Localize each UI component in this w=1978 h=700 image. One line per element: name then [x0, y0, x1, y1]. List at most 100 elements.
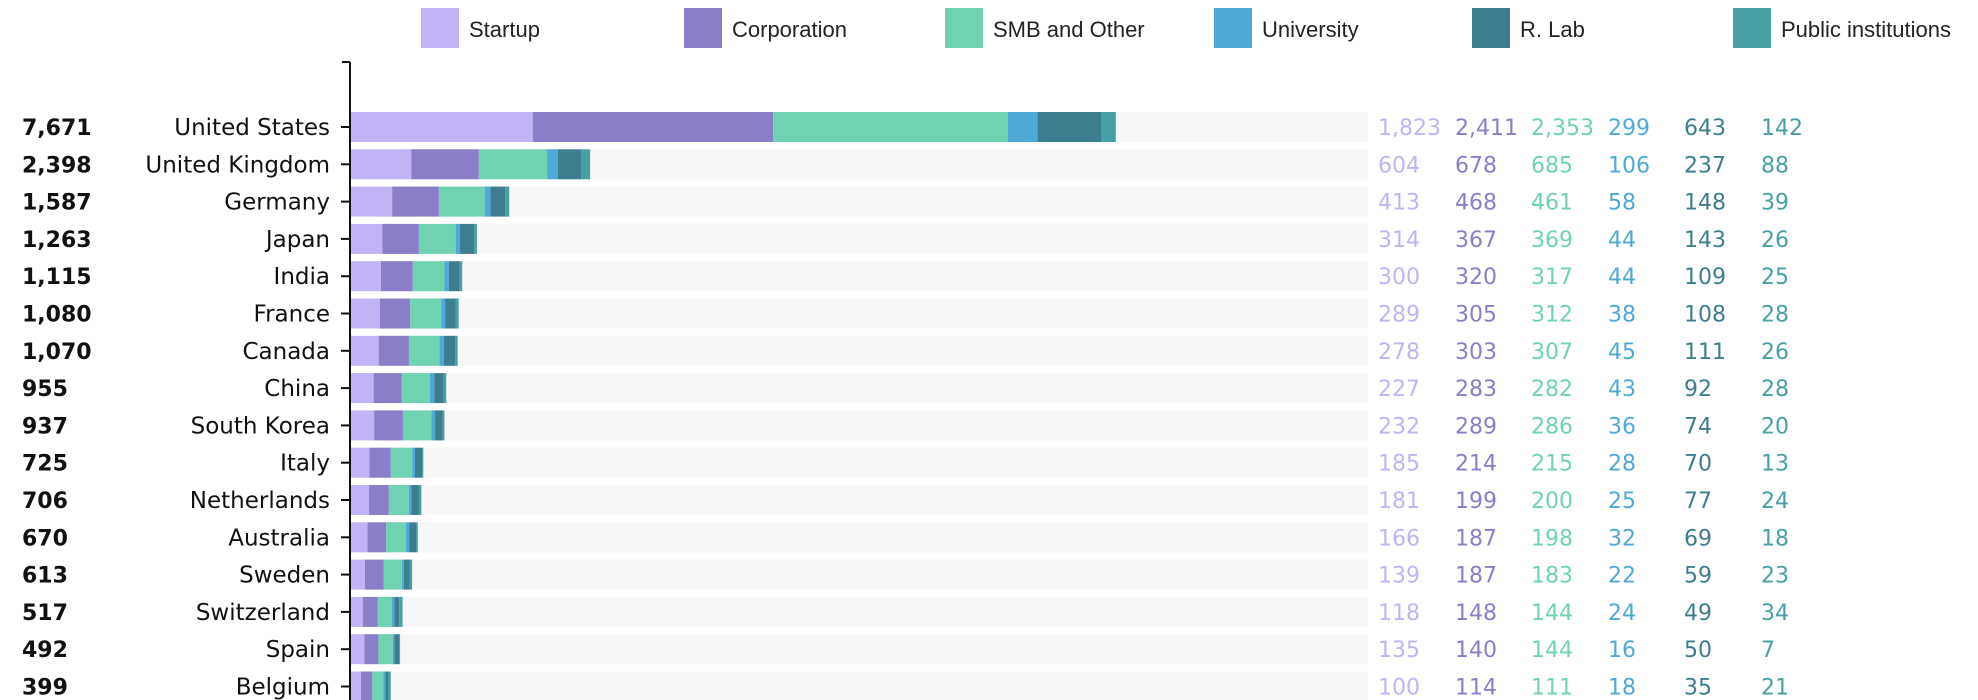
- value-label-corporation: 305: [1455, 303, 1497, 328]
- value-label-university: 43: [1608, 377, 1636, 402]
- bar-track: [351, 671, 1368, 700]
- value-label-startup: 232: [1378, 414, 1420, 439]
- value-label-startup: 227: [1378, 377, 1420, 402]
- bar-rows: 7,671 United States 1,823 2,411 2,353 299 643 1…: [22, 112, 1803, 700]
- legend-swatch-corporation: [684, 8, 722, 48]
- value-label-smb-and-other: 317: [1531, 265, 1573, 290]
- value-label-public-institutions: 25: [1761, 265, 1789, 290]
- country-label: Belgium: [236, 675, 330, 700]
- row-switzerland: 517 Switzerland 118 148 144 24 49 34: [22, 596, 1789, 627]
- value-label-smb-and-other: 215: [1531, 452, 1573, 477]
- bar-segment-r-lab: [415, 447, 422, 478]
- value-label-corporation: 114: [1455, 676, 1497, 700]
- country-label: Sweden: [239, 563, 330, 589]
- bar-track: [351, 335, 1368, 366]
- value-label-smb-and-other: 198: [1531, 526, 1573, 551]
- value-label-startup: 314: [1378, 228, 1420, 253]
- bar-segment-university: [401, 559, 404, 590]
- bar-segment-startup: [351, 485, 370, 515]
- total-label: 492: [22, 638, 68, 663]
- bar-segment-smb-and-other: [773, 112, 1008, 142]
- bar-segment-r-lab: [444, 335, 456, 366]
- value-label-r-lab: 77: [1684, 489, 1712, 514]
- value-label-public-institutions: 7: [1761, 638, 1775, 663]
- bar-segment-public-institutions: [416, 522, 418, 553]
- value-label-smb-and-other: 144: [1531, 638, 1573, 663]
- bar-segment-corporation: [364, 559, 384, 590]
- value-label-university: 106: [1608, 153, 1650, 178]
- country-label: Switzerland: [196, 600, 330, 626]
- row-italy: 725 Italy 185 214 215 28 70 13: [22, 447, 1789, 478]
- value-label-r-lab: 35: [1684, 676, 1712, 700]
- bar-segment-startup: [351, 112, 533, 142]
- total-label: 1,587: [22, 191, 92, 216]
- bar-segment-corporation: [373, 373, 402, 404]
- value-label-smb-and-other: 200: [1531, 489, 1573, 514]
- bar-segment-university: [383, 671, 386, 700]
- bar-track: [351, 634, 1368, 665]
- bar-segment-startup: [351, 559, 365, 590]
- value-label-smb-and-other: 461: [1531, 191, 1573, 216]
- bar-segment-university: [547, 149, 558, 180]
- legend-label-startup: Startup: [469, 17, 540, 42]
- bar-segment-startup: [351, 149, 412, 180]
- bar-track: [351, 298, 1368, 329]
- value-label-university: 36: [1608, 414, 1636, 439]
- bar-segment-r-lab: [557, 149, 582, 180]
- bar-segment-corporation: [411, 149, 479, 180]
- bar-segment-corporation: [380, 261, 413, 292]
- legend-swatch-public-institutions: [1733, 8, 1771, 48]
- bar-track: [351, 186, 1368, 217]
- value-label-university: 22: [1608, 564, 1636, 589]
- bar-segment-university: [408, 485, 412, 515]
- bar-segment-r-lab: [385, 671, 389, 700]
- value-label-public-institutions: 26: [1761, 228, 1789, 253]
- legend: Startup Corporation SMB and Other Universit…: [421, 8, 1951, 48]
- bar-segment-university: [429, 373, 435, 404]
- value-label-r-lab: 70: [1684, 452, 1712, 477]
- value-label-smb-and-other: 2,353: [1531, 116, 1594, 141]
- legend-label-smb-and-other: SMB and Other: [993, 17, 1145, 42]
- value-label-smb-and-other: 685: [1531, 153, 1573, 178]
- bar-segment-smb-and-other: [438, 186, 485, 217]
- bar-segment-university: [444, 261, 449, 292]
- bar-segment-public-institutions: [581, 149, 591, 180]
- bar-segment-public-institutions: [443, 373, 447, 404]
- row-germany: 1,587 Germany 413 468 461 58 148 39: [22, 186, 1789, 217]
- value-label-r-lab: 148: [1684, 191, 1726, 216]
- bar-segment-r-lab: [409, 522, 417, 553]
- value-label-corporation: 187: [1455, 526, 1497, 551]
- bar-segment-r-lab: [460, 223, 475, 254]
- row-china: 955 China 227 283 282 43 92 28: [22, 373, 1789, 404]
- value-label-public-institutions: 13: [1761, 452, 1789, 477]
- value-label-r-lab: 49: [1684, 601, 1712, 626]
- bar-segment-r-lab: [403, 559, 410, 590]
- bar-segment-smb-and-other: [410, 298, 442, 329]
- bar-track: [351, 223, 1368, 254]
- bar-segment-public-institutions: [455, 298, 459, 329]
- bar-segment-public-institutions: [418, 485, 422, 515]
- country-label: Netherlands: [190, 488, 330, 514]
- legend-label-corporation: Corporation: [732, 17, 847, 42]
- bar-track: [351, 559, 1368, 590]
- total-label: 1,115: [22, 265, 92, 290]
- total-label: 7,671: [22, 116, 92, 141]
- bar-segment-smb-and-other: [377, 596, 392, 627]
- bar-segment-smb-and-other: [401, 373, 430, 404]
- value-label-public-institutions: 28: [1761, 303, 1789, 328]
- value-label-public-institutions: 28: [1761, 377, 1789, 402]
- value-label-startup: 181: [1378, 489, 1420, 514]
- bar-segment-corporation: [379, 298, 411, 329]
- bar-segment-university: [1007, 112, 1038, 142]
- country-label: China: [264, 376, 330, 402]
- value-label-startup: 289: [1378, 303, 1420, 328]
- bar-segment-smb-and-other: [478, 149, 548, 180]
- legend-swatch-startup: [421, 8, 459, 48]
- total-label: 937: [22, 414, 68, 439]
- bar-segment-corporation: [392, 186, 439, 217]
- value-label-startup: 300: [1378, 265, 1420, 290]
- bar-segment-smb-and-other: [408, 335, 440, 366]
- value-label-public-institutions: 20: [1761, 414, 1789, 439]
- value-label-smb-and-other: 307: [1531, 340, 1573, 365]
